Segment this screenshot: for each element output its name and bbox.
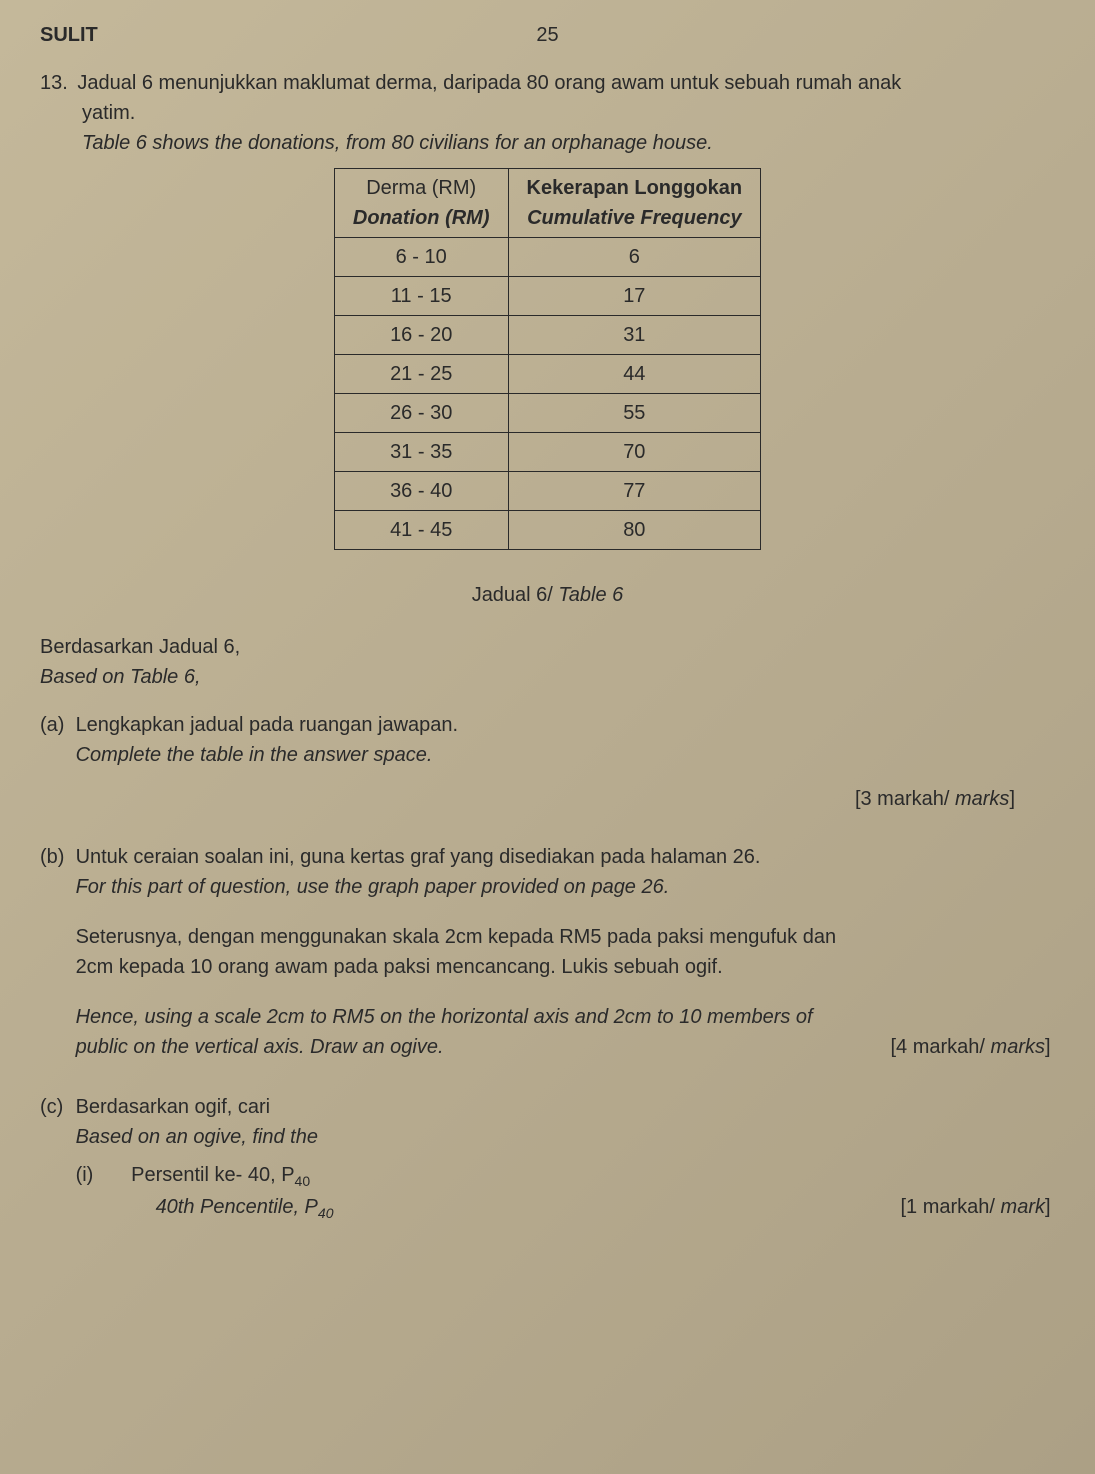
intro-ms: Berdasarkan Jadual 6, (40, 632, 1055, 662)
part-c-en: Based on an ogive, find the (76, 1122, 1051, 1152)
part-b-en-2b-text: public on the vertical axis. Draw an ogi… (76, 1036, 444, 1058)
donation-table: Derma (RM) Donation (RM) Kekerapan Longg… (334, 168, 761, 550)
table-row: 31 - 35 70 (334, 433, 760, 472)
part-c-i-ms: Persentil ke- 40, P40 (131, 1164, 310, 1186)
part-b: (b) Untuk ceraian soalan ini, guna kerta… (40, 842, 1055, 1062)
table-header-cumfreq: Kekerapan Longgokan Cumulative Frequency (508, 169, 761, 238)
part-c-i-en: 40th Pencentile, P40 (156, 1196, 334, 1218)
part-b-en-2b: public on the vertical axis. Draw an ogi… (76, 1032, 1051, 1062)
part-c: (c) Berdasarkan ogif, cari Based on an o… (40, 1092, 1055, 1224)
table-cell: 41 - 45 (334, 511, 508, 550)
header-sulit: SULIT (40, 20, 98, 50)
part-b-ms-2b: 2cm kepada 10 orang awam pada paksi menc… (76, 952, 1051, 982)
table-cell: 36 - 40 (334, 472, 508, 511)
part-c-i-label: (i) (76, 1160, 126, 1190)
caption-en: Table 6 (553, 584, 623, 606)
table-row: 36 - 40 77 (334, 472, 760, 511)
question-number: 13. (40, 68, 68, 98)
header-donation-en: Donation (RM) (353, 203, 490, 233)
page-header: SULIT 25 (40, 20, 1055, 50)
table-cell: 21 - 25 (334, 355, 508, 394)
question-text-ms-2: yatim. (82, 98, 1055, 128)
part-b-en-2a: Hence, using a scale 2cm to RM5 on the h… (76, 1002, 1051, 1032)
part-c-i-ms-sub: 40 (295, 1173, 311, 1189)
page-number: 25 (536, 20, 558, 50)
part-c-i-en-pre: 40th Pencentile, P (156, 1196, 318, 1218)
table-row: 26 - 30 55 (334, 394, 760, 433)
part-c-i-en-sub: 40 (318, 1205, 334, 1221)
table-row: 21 - 25 44 (334, 355, 760, 394)
table-cell: 6 (508, 238, 761, 277)
table-row: 11 - 15 17 (334, 277, 760, 316)
part-b-en-1: For this part of question, use the graph… (76, 872, 1051, 902)
header-cumfreq-en: Cumulative Frequency (527, 203, 743, 233)
table-cell: 77 (508, 472, 761, 511)
table-cell: 55 (508, 394, 761, 433)
part-a-ms: Lengkapkan jadual pada ruangan jawapan. (76, 710, 1051, 740)
part-c-i-marks: [1 markah/ mark] (901, 1192, 1051, 1222)
table-cell: 70 (508, 433, 761, 472)
part-a-en: Complete the table in the answer space. (76, 740, 1051, 770)
part-b-label: (b) (40, 842, 70, 872)
table-cell: 11 - 15 (334, 277, 508, 316)
intro-section: Berdasarkan Jadual 6, Based on Table 6, (40, 632, 1055, 692)
part-a-label: (a) (40, 710, 70, 740)
part-b-ms-1: Untuk ceraian soalan ini, guna kertas gr… (76, 842, 1051, 872)
question-text-en: Table 6 shows the donations, from 80 civ… (82, 128, 1055, 158)
table-cell: 26 - 30 (334, 394, 508, 433)
intro-en: Based on Table 6, (40, 662, 1055, 692)
caption-ms: Jadual 6/ (472, 584, 553, 606)
table-cell: 31 - 35 (334, 433, 508, 472)
question-text-ms-1: Jadual 6 menunjukkan maklumat derma, dar… (77, 72, 901, 94)
table-caption: Jadual 6/ Table 6 (40, 580, 1055, 610)
table-row: 16 - 20 31 (334, 316, 760, 355)
part-b-ms-2a: Seterusnya, dengan menggunakan skala 2cm… (76, 922, 1051, 952)
table-body: 6 - 10 6 11 - 15 17 16 - 20 31 21 - 25 4… (334, 238, 760, 550)
part-a-marks: [3 markah/ marks] (40, 784, 1015, 814)
part-a: (a) Lengkapkan jadual pada ruangan jawap… (40, 710, 1055, 814)
question-13: 13. Jadual 6 menunjukkan maklumat derma,… (40, 68, 1055, 158)
table-cell: 6 - 10 (334, 238, 508, 277)
header-donation-ms: Derma (RM) (353, 173, 490, 203)
part-c-label: (c) (40, 1092, 70, 1122)
table-cell: 17 (508, 277, 761, 316)
part-c-i-ms-pre: Persentil ke- 40, P (131, 1164, 294, 1186)
table-cell: 44 (508, 355, 761, 394)
table-cell: 31 (508, 316, 761, 355)
table-row: 6 - 10 6 (334, 238, 760, 277)
table-cell: 16 - 20 (334, 316, 508, 355)
table-cell: 80 (508, 511, 761, 550)
part-c-ms: Berdasarkan ogif, cari (76, 1092, 1051, 1122)
table-header-donation: Derma (RM) Donation (RM) (334, 169, 508, 238)
header-cumfreq-ms: Kekerapan Longgokan (527, 173, 743, 203)
table-header-row: Derma (RM) Donation (RM) Kekerapan Longg… (334, 169, 760, 238)
part-b-marks: [4 markah/ marks] (891, 1032, 1051, 1062)
table-row: 41 - 45 80 (334, 511, 760, 550)
